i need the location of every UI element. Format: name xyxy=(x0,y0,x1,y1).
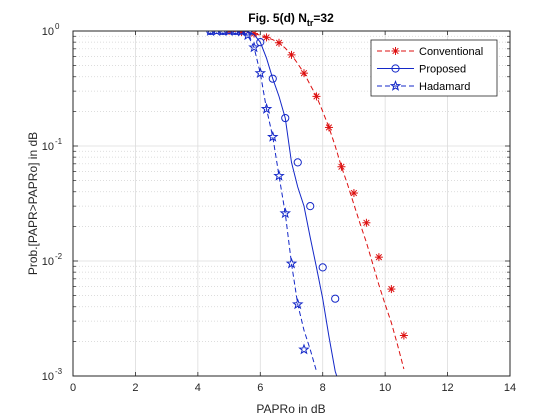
circle-marker xyxy=(306,202,315,211)
legend: Conventional Proposed Hadamard xyxy=(370,39,498,97)
legend-items: Conventional Proposed Hadamard xyxy=(377,46,483,93)
plot-frame xyxy=(72,30,511,377)
star-marker xyxy=(237,31,246,37)
y-tick-label: 10 xyxy=(42,26,54,38)
star-marker xyxy=(389,79,402,91)
asterisk-marker xyxy=(391,47,400,55)
asterisk-marker xyxy=(337,162,346,171)
asterisk-stroke xyxy=(338,163,345,170)
asterisk-stroke xyxy=(263,34,270,41)
y-tick-label-exponent: -2 xyxy=(55,252,63,261)
asterisk-stroke xyxy=(300,69,308,77)
series-hadamard xyxy=(206,31,317,372)
circle-marker xyxy=(281,113,290,123)
asterisk-stroke xyxy=(250,31,258,37)
asterisk-marker xyxy=(374,253,383,262)
star-marker xyxy=(291,298,304,310)
circle-marker xyxy=(206,31,215,36)
chart-title-subscript: tr xyxy=(307,18,314,28)
star-marker xyxy=(260,102,273,114)
ticks xyxy=(72,30,511,377)
asterisk-stroke xyxy=(275,39,283,46)
star-marker xyxy=(273,169,285,181)
star-marker xyxy=(242,31,254,41)
asterisk-marker xyxy=(312,92,321,101)
y-axis-label: Prob.[PAPR>PAPRo] in dB xyxy=(26,132,40,275)
star-marker xyxy=(267,130,279,142)
circle-marker xyxy=(218,31,227,36)
y-tick-label-exponent: -1 xyxy=(55,137,63,146)
star-marker xyxy=(254,67,267,79)
legend-label: Proposed xyxy=(419,64,466,76)
y-tick-label-exponent: -3 xyxy=(55,367,63,376)
circle-marker xyxy=(318,263,327,272)
star-marker xyxy=(285,257,298,269)
asterisk-stroke xyxy=(392,47,399,55)
asterisk-stroke xyxy=(400,332,408,339)
legend-item-conventional: Conventional xyxy=(377,46,483,58)
star-marker xyxy=(231,31,239,36)
chart-title-main: Fig. 5(d) N xyxy=(248,11,307,25)
asterisk-stroke xyxy=(363,219,370,226)
asterisk-marker xyxy=(275,38,284,47)
star-marker xyxy=(279,207,292,219)
legend-item-hadamard: Hadamard xyxy=(377,79,470,93)
circle-marker xyxy=(256,38,265,47)
y-tick-label: 10 xyxy=(42,371,54,383)
asterisk-marker xyxy=(299,69,308,78)
x-tick-label: 8 xyxy=(320,382,326,394)
series-proposed xyxy=(206,31,340,376)
star-marker xyxy=(206,31,214,36)
asterisk-stroke xyxy=(313,93,320,100)
x-tick-label: 4 xyxy=(195,382,201,394)
asterisk-stroke xyxy=(325,124,333,131)
x-tick-label: 12 xyxy=(441,382,453,394)
star-marker xyxy=(225,31,233,36)
asterisk-marker xyxy=(324,123,333,132)
legend-item-proposed: Proposed xyxy=(377,64,466,76)
legend-label: Hadamard xyxy=(419,81,470,93)
x-axis-label: PAPRo in dB xyxy=(256,402,325,416)
asterisk-marker xyxy=(362,218,371,227)
x-tick-labels: 0 2 4 6 8 10 12 14 xyxy=(70,382,516,394)
circle-marker xyxy=(231,31,240,36)
x-tick-label: 2 xyxy=(132,382,138,394)
x-tick-label: 14 xyxy=(504,382,516,394)
asterisk-stroke xyxy=(288,51,295,59)
x-tick-label: 10 xyxy=(379,382,391,394)
series-line xyxy=(210,31,317,372)
circle-marker xyxy=(268,74,277,83)
asterisk-stroke xyxy=(350,189,358,197)
asterisk-marker xyxy=(262,33,271,42)
chart-title-suffix: =32 xyxy=(313,11,334,25)
x-tick-label: 0 xyxy=(70,382,76,394)
star-marker xyxy=(219,31,227,36)
series-layer xyxy=(206,31,408,376)
asterisk-marker xyxy=(287,50,296,59)
circle-marker xyxy=(391,64,400,73)
x-tick-label: 6 xyxy=(257,382,263,394)
asterisk-marker xyxy=(387,285,396,294)
legend-box xyxy=(370,39,498,97)
circle-marker xyxy=(331,294,340,303)
series-conventional xyxy=(222,31,408,370)
series-line xyxy=(210,31,338,376)
asterisk-stroke xyxy=(388,285,395,293)
series-line xyxy=(222,31,405,370)
y-tick-label: 10 xyxy=(42,141,54,153)
circle-marker xyxy=(293,158,302,167)
star-marker xyxy=(248,41,260,53)
y-tick-label-exponent: 0 xyxy=(55,22,60,31)
star-marker xyxy=(298,343,310,355)
asterisk-stroke xyxy=(375,253,383,261)
legend-label: Conventional xyxy=(419,46,483,58)
y-tick-label: 10 xyxy=(42,256,54,268)
asterisk-marker xyxy=(399,331,408,340)
chart-title: Fig. 5(d) Ntr=32 xyxy=(248,11,334,28)
asterisk-marker xyxy=(349,189,358,198)
star-marker xyxy=(213,31,221,36)
